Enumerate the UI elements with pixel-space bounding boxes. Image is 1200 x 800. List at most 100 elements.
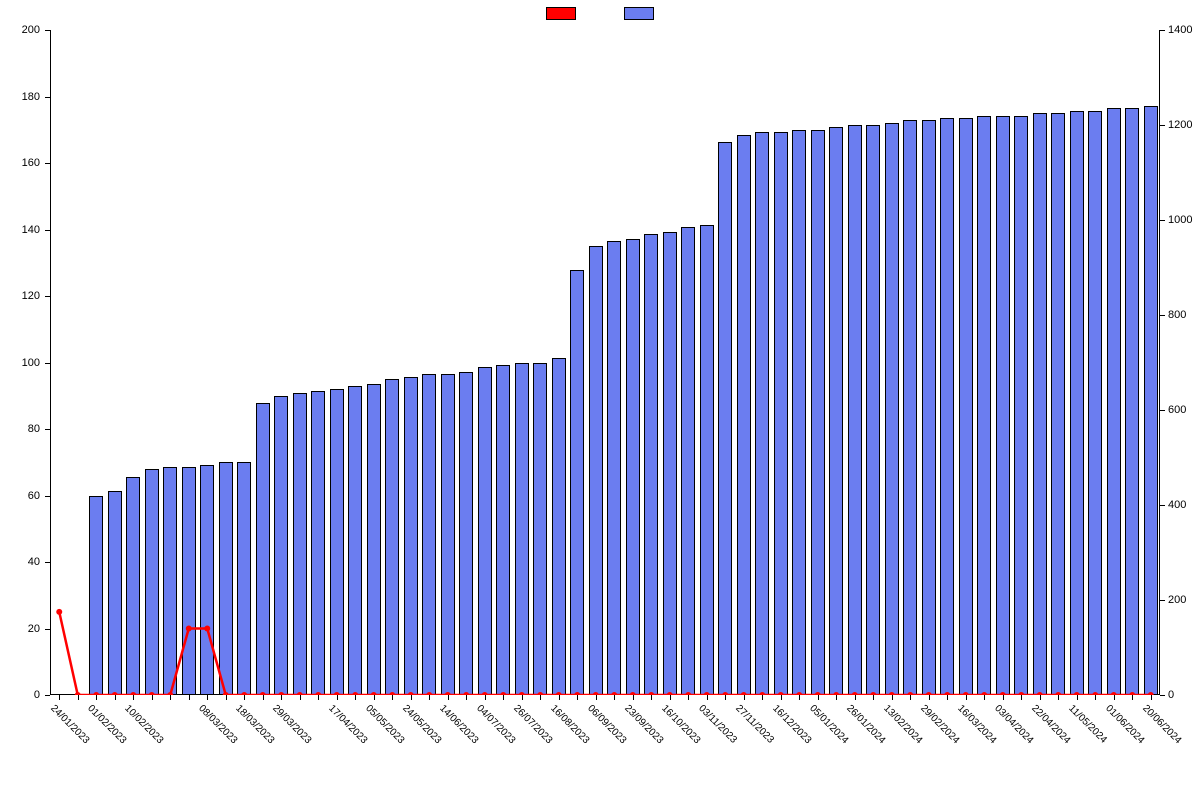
x-tick	[300, 695, 301, 700]
y-left-tick	[45, 429, 50, 430]
y-left-tick-label: 100	[0, 357, 40, 369]
x-tick	[392, 695, 393, 700]
y-right-tick	[1160, 30, 1165, 31]
y-left-tick-label: 120	[0, 290, 40, 302]
legend-swatch-bar	[624, 7, 654, 20]
x-tick-label: 03/11/2023	[696, 703, 739, 746]
x-tick	[707, 695, 708, 700]
x-tick	[1114, 695, 1115, 700]
y-left-tick	[45, 496, 50, 497]
y-right-tick	[1160, 410, 1165, 411]
x-tick	[614, 695, 615, 700]
x-tick	[781, 695, 782, 700]
x-tick	[966, 695, 967, 700]
y-left-tick-label: 20	[0, 623, 40, 635]
x-tick	[540, 695, 541, 700]
y-left-tick-label: 80	[0, 423, 40, 435]
x-tick	[1003, 695, 1004, 700]
x-tick	[281, 695, 282, 700]
y-left-tick-label: 160	[0, 157, 40, 169]
x-tick	[337, 695, 338, 700]
y-left-tick-label: 60	[0, 490, 40, 502]
x-tick	[855, 695, 856, 700]
x-tick	[59, 695, 60, 700]
x-tick	[263, 695, 264, 700]
y-right-tick	[1160, 505, 1165, 506]
x-tick	[1132, 695, 1133, 700]
x-tick	[207, 695, 208, 700]
y-right-tick-label: 1000	[1168, 214, 1192, 226]
x-tick	[485, 695, 486, 700]
x-tick	[1095, 695, 1096, 700]
x-tick	[577, 695, 578, 700]
x-tick	[688, 695, 689, 700]
y-left-tick-label: 40	[0, 556, 40, 568]
x-tick	[226, 695, 227, 700]
y-left-tick	[45, 30, 50, 31]
x-tick-label: 29/03/2023	[270, 703, 313, 746]
x-tick-label: 11/05/2024	[1066, 703, 1109, 746]
y-left-tick-label: 0	[0, 689, 40, 701]
y-right-tick	[1160, 220, 1165, 221]
x-tick	[929, 695, 930, 700]
x-tick	[984, 695, 985, 700]
x-tick	[892, 695, 893, 700]
x-tick	[1021, 695, 1022, 700]
x-tick	[725, 695, 726, 700]
y-right-tick-label: 600	[1168, 404, 1186, 416]
x-tick	[503, 695, 504, 700]
x-tick	[836, 695, 837, 700]
x-tick	[596, 695, 597, 700]
x-tick	[633, 695, 634, 700]
x-tick	[1058, 695, 1059, 700]
y-left-tick	[45, 97, 50, 98]
line-marker	[204, 626, 210, 632]
plot-area	[50, 30, 1160, 695]
x-tick	[1077, 695, 1078, 700]
x-tick	[355, 695, 356, 700]
y-right-tick-label: 1200	[1168, 119, 1192, 131]
x-tick	[170, 695, 171, 700]
y-left-tick	[45, 562, 50, 563]
y-right-tick-label: 0	[1168, 689, 1174, 701]
x-tick	[744, 695, 745, 700]
x-tick	[374, 695, 375, 700]
x-tick	[910, 695, 911, 700]
x-tick	[762, 695, 763, 700]
x-tick	[411, 695, 412, 700]
x-tick	[670, 695, 671, 700]
x-tick	[1040, 695, 1041, 700]
y-right-tick	[1160, 315, 1165, 316]
y-right-tick	[1160, 125, 1165, 126]
x-tick-label: 20/06/2024	[1140, 703, 1183, 746]
x-tick-label: 10/02/2023	[122, 703, 165, 746]
x-tick-label: 27/11/2023	[733, 703, 776, 746]
y-left-tick-label: 200	[0, 24, 40, 36]
y-left-tick	[45, 296, 50, 297]
x-tick	[1151, 695, 1152, 700]
x-tick	[818, 695, 819, 700]
x-tick	[78, 695, 79, 700]
x-tick	[799, 695, 800, 700]
x-tick	[318, 695, 319, 700]
legend	[0, 6, 1200, 20]
x-tick	[189, 695, 190, 700]
y-left-tick	[45, 163, 50, 164]
y-left-tick	[45, 629, 50, 630]
x-tick	[651, 695, 652, 700]
y-right-tick-label: 800	[1168, 309, 1186, 321]
x-tick	[947, 695, 948, 700]
y-left-tick-label: 180	[0, 91, 40, 103]
y-left-tick	[45, 695, 50, 696]
x-tick	[115, 695, 116, 700]
y-right-tick	[1160, 695, 1165, 696]
x-tick	[152, 695, 153, 700]
line-series	[50, 30, 1160, 695]
x-tick	[133, 695, 134, 700]
y-right-tick-label: 400	[1168, 499, 1186, 511]
line-path	[59, 612, 1151, 695]
x-tick	[244, 695, 245, 700]
x-tick	[522, 695, 523, 700]
line-marker	[186, 626, 192, 632]
x-tick	[873, 695, 874, 700]
